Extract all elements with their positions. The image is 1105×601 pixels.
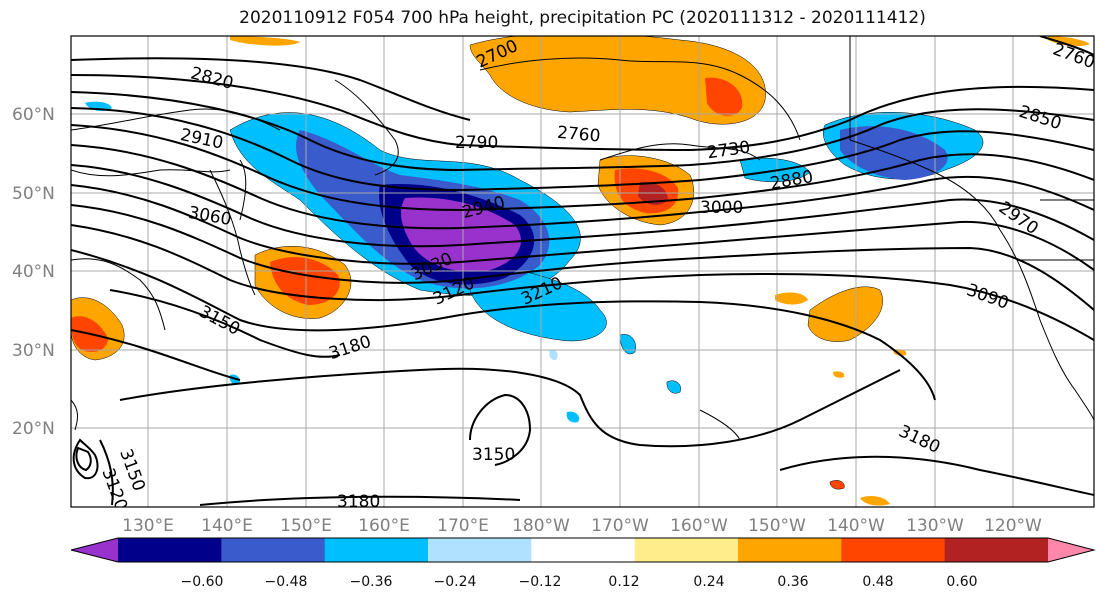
colorbar-tick-label: −0.48 [265, 574, 308, 590]
positive-precip-shading [71, 36, 1090, 506]
colorbar-tick-label: 0.36 [777, 574, 808, 590]
colorbar-tick-label: 0.24 [693, 574, 724, 590]
lat-label-50n: 50°N [12, 184, 55, 204]
colorbar-segment [428, 538, 532, 562]
latitude-labels: 60°N 50°N 40°N 30°N 20°N [12, 105, 55, 439]
contour-label: 2760 [556, 123, 601, 147]
contour-label: 3150 [472, 445, 515, 465]
lat-label-40n: 40°N [12, 262, 55, 282]
colorbar-segment [324, 538, 429, 562]
colorbar-extension-high [1048, 538, 1094, 562]
contour-label: 3180 [337, 492, 380, 512]
colorbar-segment [738, 538, 842, 562]
colorbar-tick-label: −0.12 [519, 574, 562, 590]
lon-label: 160°E [358, 516, 410, 536]
longitude-labels: 130°E 140°E 150°E 160°E 170°E 180°W 170°… [122, 516, 1042, 536]
colorbar-tick-label: −0.36 [350, 574, 393, 590]
map-frame [70, 35, 1095, 508]
lat-label-20n: 20°N [12, 419, 55, 439]
colorbar-tick-label: −0.60 [181, 574, 224, 590]
lon-label: 130°E [122, 516, 174, 536]
colorbar-segment [634, 538, 739, 562]
lon-label: 120°W [984, 516, 1042, 536]
colorbar-tick-label: −0.24 [434, 574, 477, 590]
lon-label: 130°W [906, 516, 964, 536]
colorbar-tick-labels: −0.60 −0.48 −0.36 −0.24 −0.12 0.12 0.24 … [181, 574, 978, 590]
lon-label: 160°W [670, 516, 728, 536]
colorbar-segment [841, 538, 946, 562]
lon-label: 150°E [280, 516, 332, 536]
lon-label: 170°W [591, 516, 649, 536]
colorbar-segment [221, 538, 326, 562]
lon-label: 140°W [827, 516, 885, 536]
height-contours [71, 36, 1094, 506]
coastlines [71, 36, 1094, 441]
colorbar-outline [70, 537, 1096, 563]
map-title: 2020110912 F054 700 hPa height, precipit… [239, 8, 926, 28]
map-panel: 2820 2910 3060 2790 2760 2730 2700 2880 … [71, 36, 1094, 512]
lat-label-60n: 60°N [12, 105, 55, 125]
colorbar-extension-low [71, 538, 118, 562]
lon-label: 140°E [201, 516, 253, 536]
colorbar-segment [531, 538, 636, 562]
colorbar-segment [944, 538, 1049, 562]
colorbar-tick-label: 0.60 [946, 574, 977, 590]
colorbar-segment [118, 538, 222, 562]
contour-label: 3000 [700, 198, 743, 218]
colorbar [70, 537, 1096, 563]
contour-label: 2790 [455, 133, 498, 153]
lon-label: 170°E [437, 516, 489, 536]
lon-label: 150°W [748, 516, 806, 536]
colorbar-tick-label: 0.12 [608, 574, 639, 590]
lat-label-30n: 30°N [12, 341, 55, 361]
lon-label: 180°W [512, 516, 570, 536]
colorbar-tick-label: 0.48 [862, 574, 893, 590]
